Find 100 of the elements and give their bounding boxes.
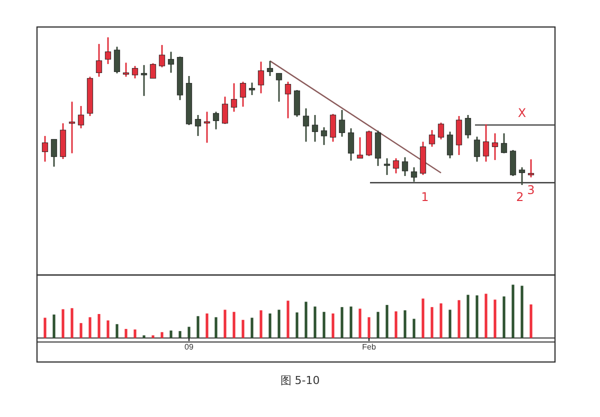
bar xyxy=(404,310,406,338)
bar xyxy=(106,320,110,338)
candlestick xyxy=(312,114,318,142)
bar xyxy=(260,310,262,338)
bar xyxy=(476,295,478,338)
candlestick xyxy=(402,156,408,177)
bar xyxy=(134,329,136,338)
candlestick xyxy=(438,122,444,140)
bar xyxy=(232,312,236,338)
bar xyxy=(502,296,506,338)
bar xyxy=(322,312,326,338)
candlestick xyxy=(518,166,526,186)
bar xyxy=(62,309,64,338)
bar xyxy=(458,300,460,338)
candlestick xyxy=(528,158,534,178)
candlestick xyxy=(212,110,220,130)
bar xyxy=(88,317,92,338)
candlestick xyxy=(140,64,148,97)
bar xyxy=(278,310,280,338)
bar xyxy=(448,310,452,338)
candlestick xyxy=(150,62,156,80)
bar xyxy=(296,312,298,338)
bar xyxy=(214,317,218,338)
candlestick xyxy=(68,100,76,154)
candlestick xyxy=(158,44,166,68)
bar xyxy=(484,294,488,338)
candlestick xyxy=(366,130,372,157)
candlestick xyxy=(204,110,210,144)
candlestick xyxy=(132,65,138,80)
candlestick xyxy=(96,43,102,78)
bar xyxy=(124,328,128,338)
candlestick xyxy=(194,114,202,137)
candlestick xyxy=(284,81,292,119)
bar xyxy=(116,324,118,338)
x-tick-label: 09 xyxy=(184,342,194,352)
bar xyxy=(170,330,172,338)
candlestick xyxy=(492,132,498,161)
bar xyxy=(332,313,334,338)
candlestick xyxy=(78,105,84,130)
candlestick xyxy=(320,126,328,146)
candlestick xyxy=(338,109,346,138)
bar xyxy=(340,307,344,338)
candlestick xyxy=(330,113,336,142)
candlestick xyxy=(384,158,390,176)
bar xyxy=(142,335,146,338)
bar xyxy=(494,300,496,338)
candlestick xyxy=(230,82,238,112)
candlestick xyxy=(168,51,174,74)
candlestick xyxy=(114,46,120,74)
bar xyxy=(304,302,308,338)
candlestick xyxy=(122,62,130,78)
annotation: X xyxy=(518,106,526,120)
candlestick xyxy=(266,60,274,77)
candlestick xyxy=(42,135,48,162)
text: 2 xyxy=(516,190,524,204)
bar xyxy=(368,317,370,338)
candlestick xyxy=(464,114,472,140)
bar xyxy=(52,314,56,338)
candlestick xyxy=(50,138,58,168)
bar xyxy=(358,308,362,338)
candlestick xyxy=(302,108,310,142)
candlestick xyxy=(248,82,256,96)
bar xyxy=(242,320,244,338)
x-tick-label: Feb xyxy=(362,342,376,352)
bar xyxy=(250,318,254,338)
annotation: 3 xyxy=(527,183,535,197)
bar xyxy=(286,300,290,338)
bar xyxy=(412,318,416,338)
bar xyxy=(394,311,398,338)
bar xyxy=(178,331,182,338)
candlestick xyxy=(428,129,436,148)
bar xyxy=(268,313,272,338)
candlestick xyxy=(348,128,354,162)
candlestick xyxy=(392,158,400,174)
caption: 图 5-10 xyxy=(280,374,320,387)
candlestick xyxy=(240,81,246,108)
bar xyxy=(80,323,82,338)
bar xyxy=(224,310,226,338)
bar xyxy=(98,314,100,338)
candlestick xyxy=(482,124,490,162)
bar xyxy=(70,308,74,338)
candlestick xyxy=(356,136,364,160)
candlestick xyxy=(410,166,418,182)
bar xyxy=(520,286,524,338)
bar xyxy=(44,318,46,338)
candlestick xyxy=(222,96,228,125)
bar xyxy=(206,313,208,338)
bar xyxy=(422,298,424,338)
candlestick xyxy=(474,136,480,162)
bar xyxy=(188,326,190,338)
candlestick xyxy=(258,60,264,94)
text: 1 xyxy=(421,190,429,204)
bar xyxy=(466,294,470,338)
bar xyxy=(152,335,154,338)
candlestick xyxy=(276,72,282,102)
bar xyxy=(530,304,532,338)
bar xyxy=(430,307,434,338)
bar xyxy=(350,306,352,338)
bar xyxy=(386,304,388,338)
bar xyxy=(314,306,316,338)
